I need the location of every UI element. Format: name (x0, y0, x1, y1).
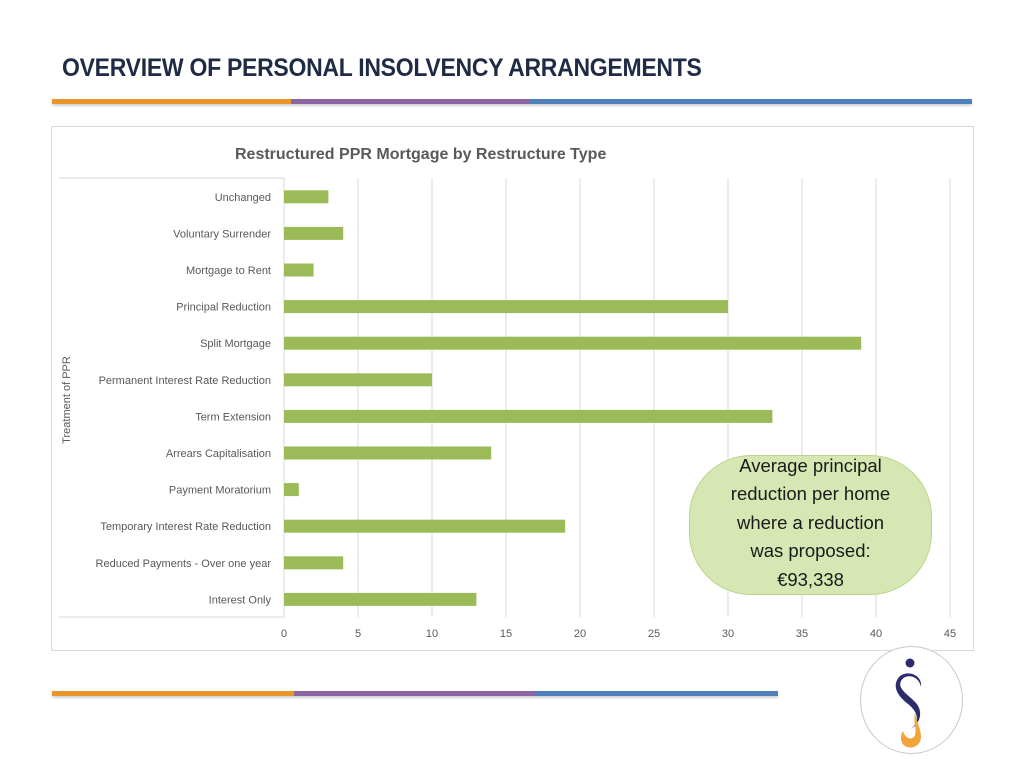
bar (284, 592, 477, 606)
category-label: Voluntary Surrender (173, 228, 271, 240)
x-tick-label: 45 (944, 628, 956, 640)
x-tick-label: 30 (722, 628, 734, 640)
x-tick-label: 15 (500, 628, 512, 640)
x-tick-label: 10 (426, 628, 438, 640)
category-label: Unchanged (215, 192, 271, 204)
average-reduction-callout: Average principal reduction per home whe… (689, 455, 932, 595)
x-tick-label: 20 (574, 628, 586, 640)
category-label: Term Extension (195, 411, 271, 423)
category-label: Temporary Interest Rate Reduction (100, 521, 271, 533)
bar (284, 446, 492, 460)
bar (284, 226, 344, 240)
category-label: Split Mortgage (200, 338, 271, 350)
category-label: Principal Reduction (176, 302, 271, 314)
category-label: Arrears Capitalisation (166, 448, 271, 460)
bar (284, 483, 299, 497)
bar (284, 373, 432, 387)
bar (284, 263, 314, 277)
category-label: Mortgage to Rent (186, 265, 271, 277)
divider-segment-blue (536, 691, 778, 696)
organisation-logo (860, 646, 963, 754)
bar (284, 556, 344, 570)
chart-title: Restructured PPR Mortgage by Restructure… (235, 146, 607, 163)
category-label: Permanent Interest Rate Reduction (99, 375, 271, 387)
category-label: Interest Only (209, 594, 272, 606)
x-tick-label: 25 (648, 628, 660, 640)
bar (284, 409, 773, 423)
category-label: Reduced Payments - Over one year (96, 558, 272, 570)
divider-segment-orange (52, 99, 291, 104)
callout-line: Average principal (739, 454, 882, 476)
callout-line: reduction per home (730, 483, 891, 505)
x-tick-label: 0 (281, 628, 287, 640)
bottom-divider (52, 691, 778, 696)
bar (284, 336, 862, 350)
bar (284, 300, 728, 314)
logo-icon (895, 658, 922, 748)
top-divider (52, 99, 973, 104)
callout-line: where a reduction (736, 511, 885, 533)
bar (284, 190, 329, 204)
x-tick-label: 35 (796, 628, 808, 640)
callout-value: €93,338 (777, 568, 844, 590)
page-title: OVERVIEW OF PERSONAL INSOLVENCY ARRANGEM… (62, 54, 702, 82)
bar (284, 519, 566, 533)
divider-segment-blue (529, 99, 973, 104)
category-label: Payment Moratorium (169, 485, 271, 497)
callout-text: Average principal reduction per home whe… (711, 452, 911, 595)
x-tick-label: 5 (355, 628, 361, 640)
divider-segment-orange (52, 691, 294, 696)
x-tick-label: 40 (870, 628, 882, 640)
divider-segment-purple (290, 99, 530, 104)
callout-line: was proposed: (750, 540, 871, 562)
divider-segment-purple (294, 691, 536, 696)
